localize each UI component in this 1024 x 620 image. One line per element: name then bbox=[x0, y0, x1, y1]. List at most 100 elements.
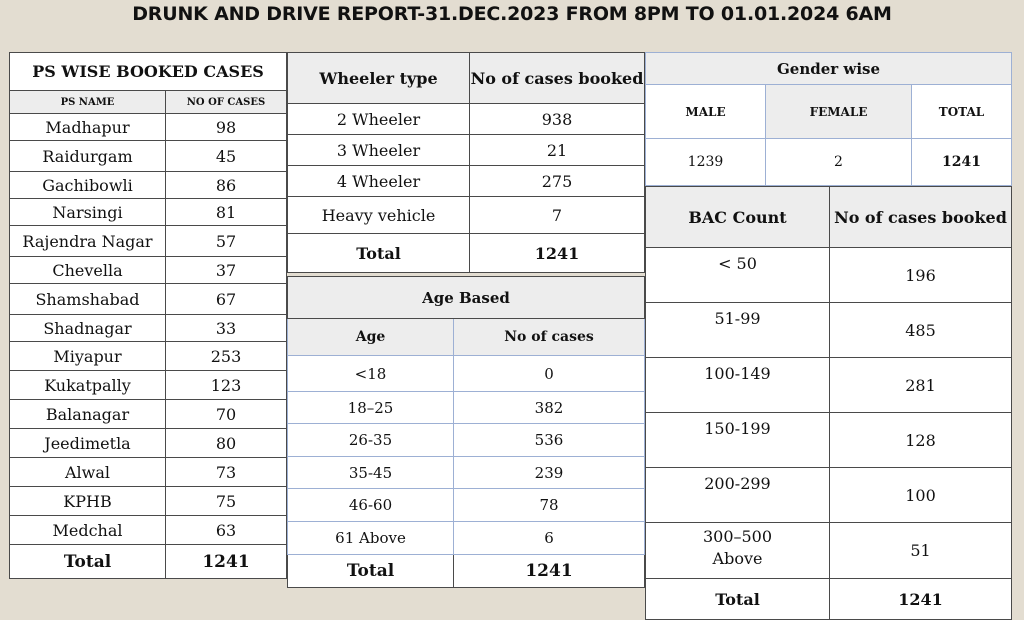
bac-total-value: 1241 bbox=[829, 578, 1012, 620]
ps-wise-table: PS WISE BOOKED CASES PS NAME NO OF CASES… bbox=[9, 52, 287, 579]
wheeler-cases: 21 bbox=[469, 134, 645, 166]
wheeler-type-header: Wheeler type bbox=[287, 52, 470, 104]
wheeler-cases: 7 bbox=[469, 196, 645, 234]
gender-wise-table: Gender wise MALE FEMALE TOTAL 1239 2 124… bbox=[645, 52, 1012, 186]
ps-name: Rajendra Nagar bbox=[9, 225, 166, 257]
bac-count-table: BAC Count No of cases booked < 50 196 51-9… bbox=[645, 186, 1012, 620]
bac-row: 150-199 128 bbox=[645, 412, 1012, 468]
male-header: MALE bbox=[645, 84, 766, 139]
ps-row: Kukatpally 123 bbox=[9, 370, 287, 400]
age-total-value: 1241 bbox=[453, 554, 645, 588]
ps-total-label: Total bbox=[9, 544, 166, 579]
ps-name: Jeedimetla bbox=[9, 428, 166, 458]
bac-cases-header: No of cases booked bbox=[829, 186, 1012, 248]
wheeler-total-value: 1241 bbox=[469, 233, 645, 273]
ps-name: Alwal bbox=[9, 457, 166, 487]
ps-cases: 73 bbox=[165, 457, 287, 487]
ps-row: Raidurgam 45 bbox=[9, 140, 287, 172]
bac-last-range-line2: Above bbox=[712, 549, 763, 568]
age-based-table: Age Based Age No of cases <18 0 18–25 382 26… bbox=[287, 276, 645, 588]
ps-name: Shamshabad bbox=[9, 283, 166, 315]
bac-range: 51-99 bbox=[645, 302, 830, 358]
gender-total-value: 1241 bbox=[911, 138, 1012, 186]
age-total-label: Total bbox=[287, 554, 454, 588]
ps-row: Chevella 37 bbox=[9, 256, 287, 284]
female-value: 2 bbox=[765, 138, 912, 186]
bac-cases: 128 bbox=[829, 412, 1012, 468]
wheeler-type: 3 Wheeler bbox=[287, 134, 470, 166]
ps-cases: 57 bbox=[165, 225, 287, 257]
age-cases: 536 bbox=[453, 423, 645, 457]
age-cases-header: No of cases bbox=[453, 318, 645, 356]
ps-row: Miyapur 253 bbox=[9, 341, 287, 371]
ps-row: Shamshabad 67 bbox=[9, 283, 287, 315]
wheeler-type-table: Wheeler type No of cases booked 2 Wheele… bbox=[287, 52, 645, 273]
bac-range: 100-149 bbox=[645, 357, 830, 413]
wheeler-cases-header: No of cases booked bbox=[469, 52, 645, 104]
bac-total-label: Total bbox=[645, 578, 830, 620]
bac-cases: 281 bbox=[829, 357, 1012, 413]
bac-range: 150-199 bbox=[645, 412, 830, 468]
age-age: 18–25 bbox=[287, 391, 454, 424]
ps-row: Medchal 63 bbox=[9, 515, 287, 545]
wheeler-row: Heavy vehicle 7 bbox=[287, 196, 645, 234]
bac-cases: 485 bbox=[829, 302, 1012, 358]
age-row: 61 Above 6 bbox=[287, 521, 645, 555]
bac-range: 200-299 bbox=[645, 467, 830, 523]
age-row: 18–25 382 bbox=[287, 391, 645, 424]
bac-last-range-line1: 300–500 bbox=[702, 527, 773, 546]
age-cases: 382 bbox=[453, 391, 645, 424]
ps-name: Medchal bbox=[9, 515, 166, 545]
ps-row: Alwal 73 bbox=[9, 457, 287, 487]
wheeler-total-label: Total bbox=[287, 233, 470, 273]
ps-cases: 253 bbox=[165, 341, 287, 371]
wheeler-row: 3 Wheeler 21 bbox=[287, 134, 645, 166]
ps-row: Rajendra Nagar 57 bbox=[9, 225, 287, 257]
ps-cases: 33 bbox=[165, 314, 287, 342]
ps-row: Balanagar 70 bbox=[9, 399, 287, 429]
ps-name: Gachibowli bbox=[9, 171, 166, 199]
bac-range-cell: 300–500 Above bbox=[645, 522, 830, 579]
wheeler-cases: 275 bbox=[469, 165, 645, 197]
ps-cases-header: NO OF CASES bbox=[165, 90, 287, 114]
gender-total-header: TOTAL bbox=[911, 84, 1012, 139]
ps-row: Gachibowli 86 bbox=[9, 171, 287, 199]
report-title: DRUNK AND DRIVE REPORT-31.DEC.2023 FROM … bbox=[132, 3, 892, 25]
wheeler-type: 4 Wheeler bbox=[287, 165, 470, 197]
age-row: 35-45 239 bbox=[287, 456, 645, 489]
ps-row: Narsingi 81 bbox=[9, 198, 287, 226]
ps-cases: 45 bbox=[165, 140, 287, 172]
age-cases: 239 bbox=[453, 456, 645, 489]
ps-name: Raidurgam bbox=[9, 140, 166, 172]
ps-cases: 70 bbox=[165, 399, 287, 429]
ps-cases: 63 bbox=[165, 515, 287, 545]
age-age: 26-35 bbox=[287, 423, 454, 457]
ps-name: KPHB bbox=[9, 486, 166, 516]
ps-cases: 67 bbox=[165, 283, 287, 315]
female-header: FEMALE bbox=[765, 84, 912, 139]
bac-row: 100-149 281 bbox=[645, 357, 1012, 413]
ps-row: Madhapur 98 bbox=[9, 113, 287, 141]
age-table-caption: Age Based bbox=[287, 276, 645, 319]
ps-cases: 37 bbox=[165, 256, 287, 284]
bac-last-cases: 51 bbox=[829, 522, 1012, 579]
wheeler-type: 2 Wheeler bbox=[287, 103, 470, 135]
ps-name-header: PS NAME bbox=[9, 90, 166, 114]
ps-total-value: 1241 bbox=[165, 544, 287, 579]
bac-row: < 50 196 bbox=[645, 247, 1012, 303]
ps-cases: 80 bbox=[165, 428, 287, 458]
bac-range: < 50 bbox=[645, 247, 830, 303]
ps-name: Kukatpally bbox=[9, 370, 166, 400]
ps-cases: 81 bbox=[165, 198, 287, 226]
age-row: <18 0 bbox=[287, 355, 645, 392]
age-age: 61 Above bbox=[287, 521, 454, 555]
ps-table-caption: PS WISE BOOKED CASES bbox=[9, 52, 287, 91]
wheeler-cases: 938 bbox=[469, 103, 645, 135]
ps-cases: 98 bbox=[165, 113, 287, 141]
bac-cases: 196 bbox=[829, 247, 1012, 303]
ps-cases: 123 bbox=[165, 370, 287, 400]
wheeler-row: 4 Wheeler 275 bbox=[287, 165, 645, 197]
bac-row: 51-99 485 bbox=[645, 302, 1012, 358]
ps-name: Narsingi bbox=[9, 198, 166, 226]
age-cases: 0 bbox=[453, 355, 645, 392]
